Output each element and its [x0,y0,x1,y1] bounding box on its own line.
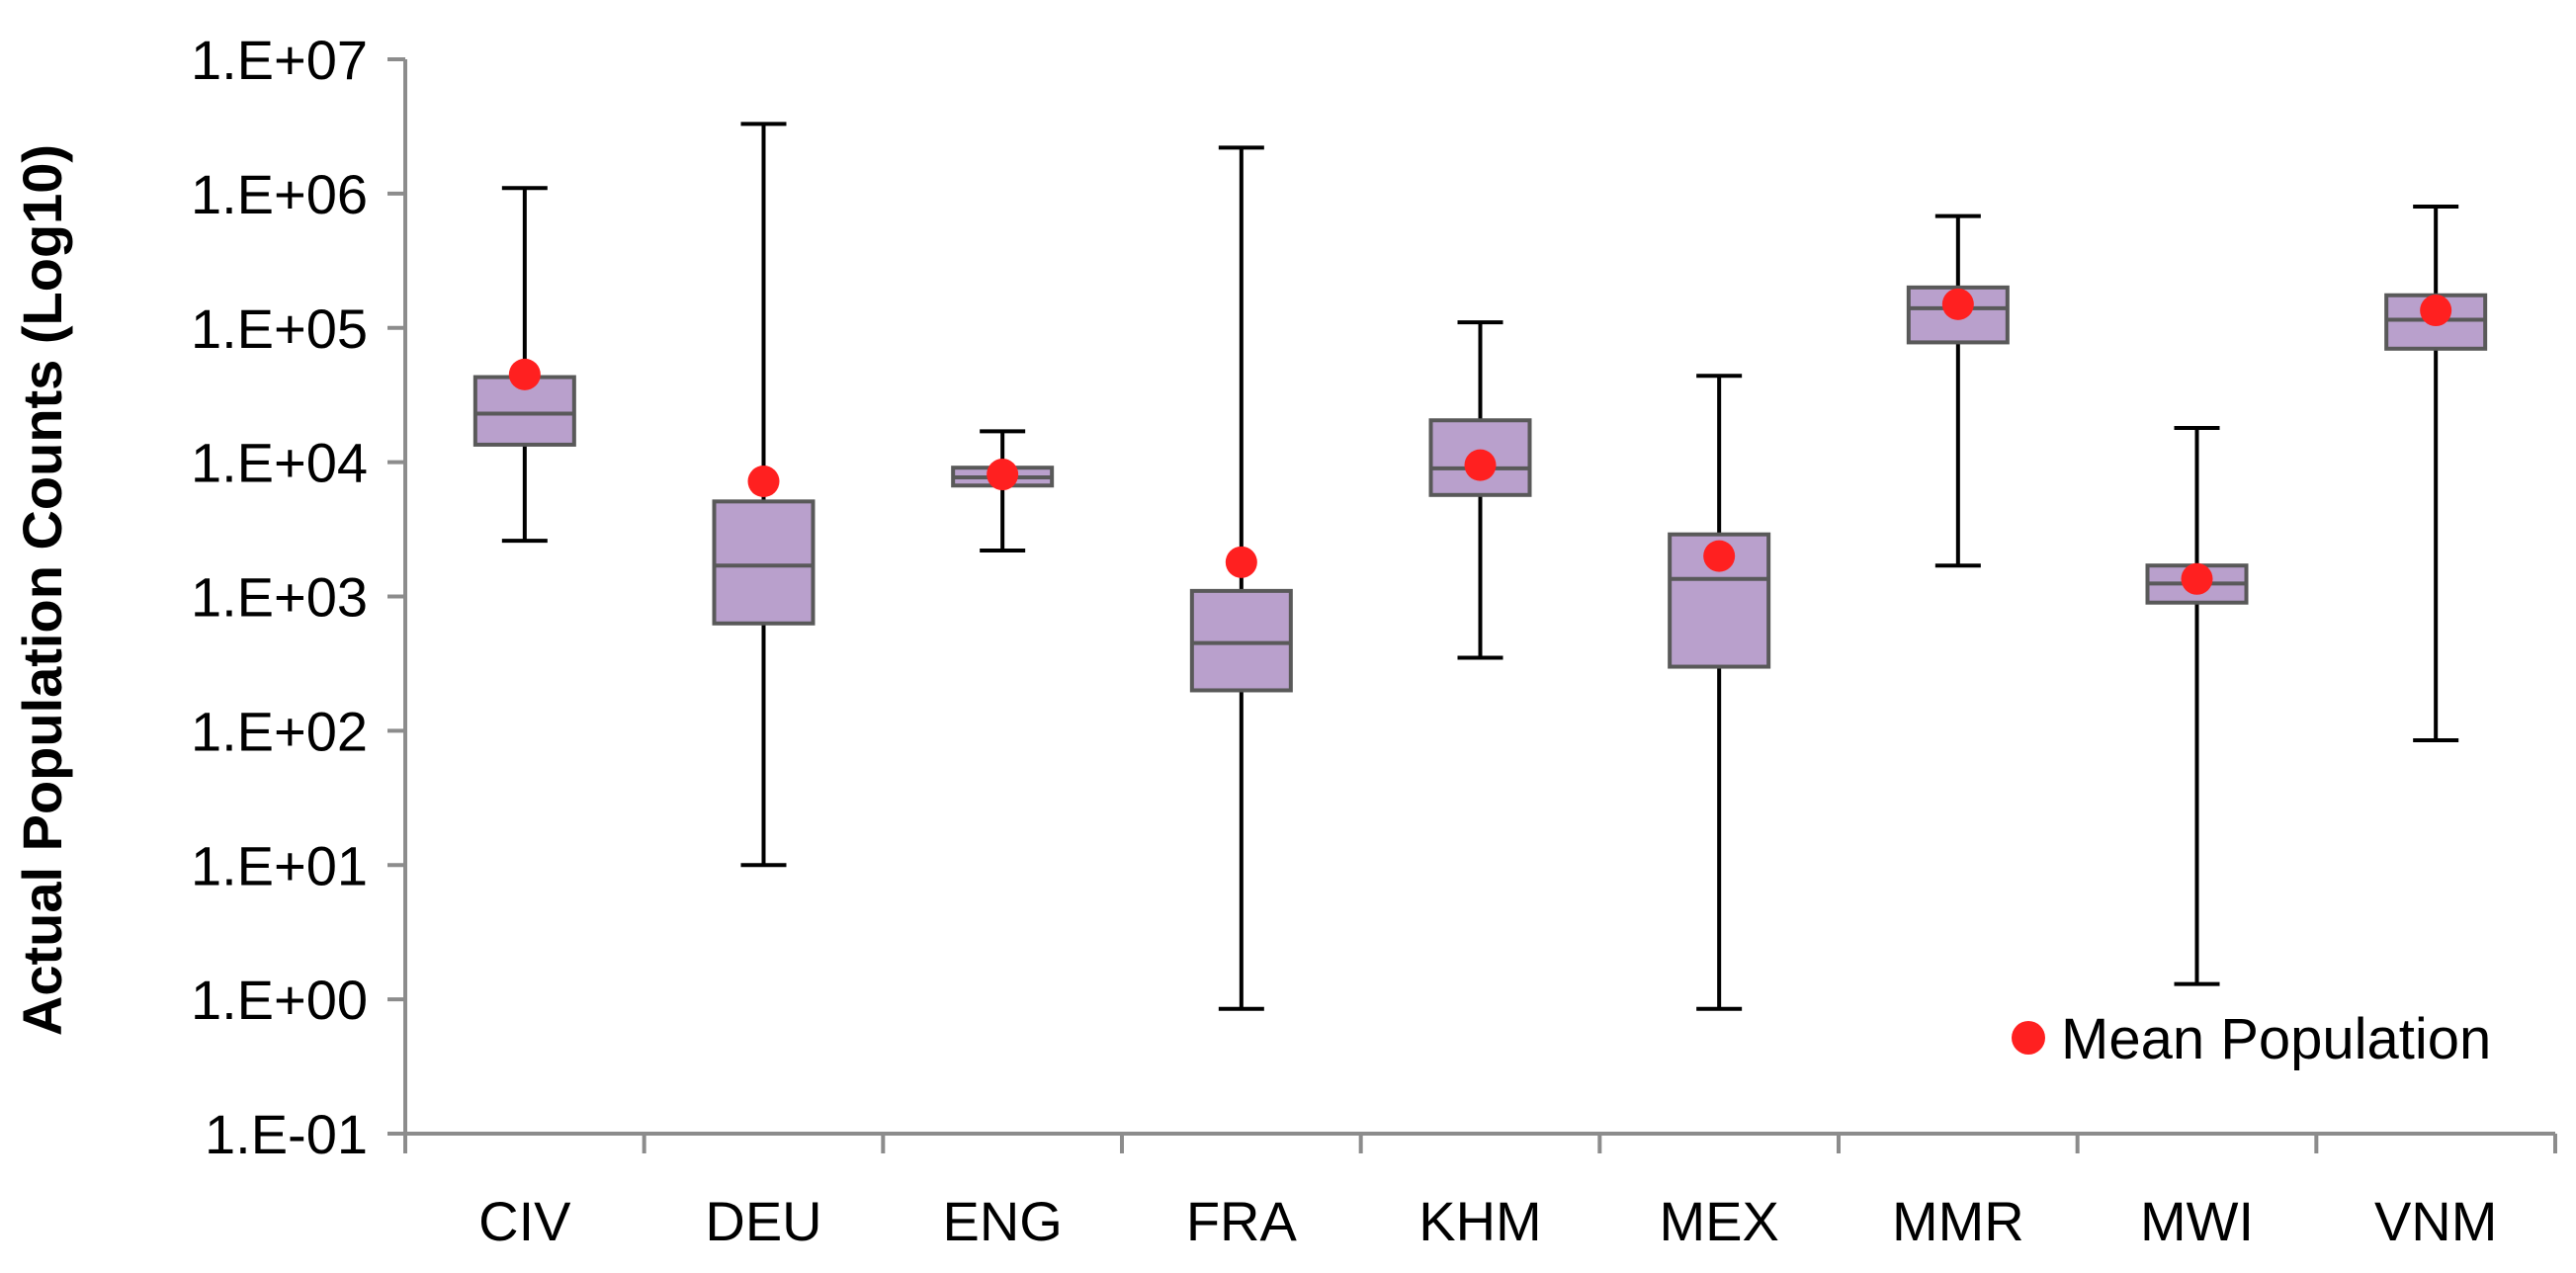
legend-mean-label: Mean Population [2061,1007,2491,1071]
mean-marker [1225,546,1257,578]
box-eng [951,429,1055,552]
box-deu [712,122,816,868]
y-tick-label: 1.E+04 [191,432,368,494]
x-tick-label-khm: KHM [1418,1190,1541,1252]
mean-marker [1703,540,1736,572]
y-tick-label: 1.E+07 [191,29,368,91]
mean-marker [2181,562,2213,595]
x-tick-label-mmr: MMR [1892,1190,2024,1252]
x-tick-label-eng: ENG [942,1190,1062,1252]
mean-marker [1464,449,1497,481]
x-tick-label-vnm: VNM [2374,1190,2497,1252]
box-civ [472,186,576,544]
x-tick-label-fra: FRA [1186,1190,1298,1252]
box-khm [1428,320,1532,660]
legend-mean-marker [2012,1021,2045,1055]
x-tick-label-deu: DEU [705,1190,821,1252]
y-axis: 1.E-01 1.E+00 1.E+01 1.E+02 1.E+03 1.E+04 1.E+… [191,29,407,1165]
x-axis: CIV DEU ENG FRA KHM MEX MMR MWI VNM [403,1132,2557,1252]
box-mmr [1906,213,2010,568]
y-tick-label: 1.E+02 [191,700,368,762]
mean-marker [1941,288,1974,320]
y-tick-label: 1.E+06 [191,163,368,225]
mean-marker [747,466,780,498]
box-plot-series [472,122,2488,1011]
x-tick-label-mex: MEX [1659,1190,1778,1252]
y-tick-label: 1.E+00 [191,969,368,1031]
y-tick-label: 1.E+05 [191,297,368,360]
y-tick-label: 1.E+03 [191,566,368,629]
y-axis-title: Actual Population Counts (Log10) [11,144,73,1036]
mean-marker [987,459,1019,491]
legend: Mean Population [2012,1007,2491,1071]
box-mwi [2145,425,2249,986]
y-tick-label: 1.E-01 [205,1103,368,1165]
x-tick-label-mwi: MWI [2140,1190,2254,1252]
mean-marker [508,358,541,390]
x-tick-label-civ: CIV [478,1190,571,1252]
box-mex [1668,374,1771,1011]
iqr-box [1189,588,1293,693]
box-vnm [2384,205,2488,742]
mean-marker [2420,295,2452,327]
y-tick-label: 1.E+01 [191,834,368,896]
box-fra [1189,145,1293,1011]
iqr-box [712,499,816,626]
